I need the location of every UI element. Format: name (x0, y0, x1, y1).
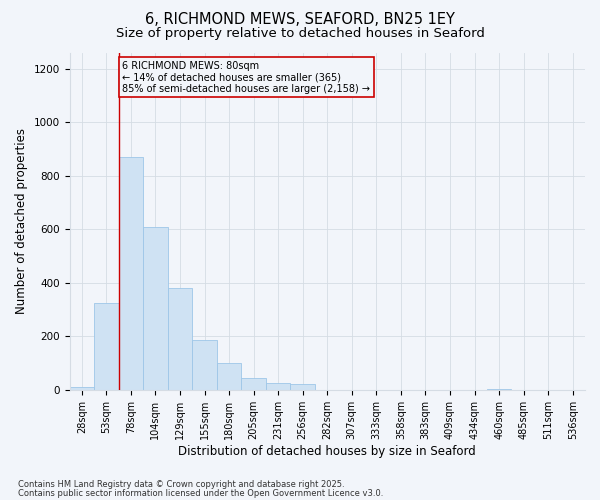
X-axis label: Distribution of detached houses by size in Seaford: Distribution of detached houses by size … (178, 444, 476, 458)
Bar (143, 226, 168, 390)
Y-axis label: Number of detached properties: Number of detached properties (15, 128, 28, 314)
Text: 6, RICHMOND MEWS, SEAFORD, BN25 1EY: 6, RICHMOND MEWS, SEAFORD, BN25 1EY (145, 12, 455, 28)
Bar (266, 383, 290, 390)
Text: Contains HM Land Registry data © Crown copyright and database right 2025.: Contains HM Land Registry data © Crown c… (18, 480, 344, 489)
Text: Contains public sector information licensed under the Open Government Licence v3: Contains public sector information licen… (18, 488, 383, 498)
Bar (290, 384, 315, 390)
Bar (119, 157, 143, 390)
Bar (487, 388, 511, 390)
Bar (241, 378, 266, 390)
Bar (70, 387, 94, 390)
Bar (217, 363, 241, 390)
Bar (168, 288, 192, 390)
Bar (192, 340, 217, 390)
Text: 6 RICHMOND MEWS: 80sqm
← 14% of detached houses are smaller (365)
85% of semi-de: 6 RICHMOND MEWS: 80sqm ← 14% of detached… (122, 60, 370, 94)
Text: Size of property relative to detached houses in Seaford: Size of property relative to detached ho… (116, 28, 484, 40)
Bar (94, 303, 119, 390)
